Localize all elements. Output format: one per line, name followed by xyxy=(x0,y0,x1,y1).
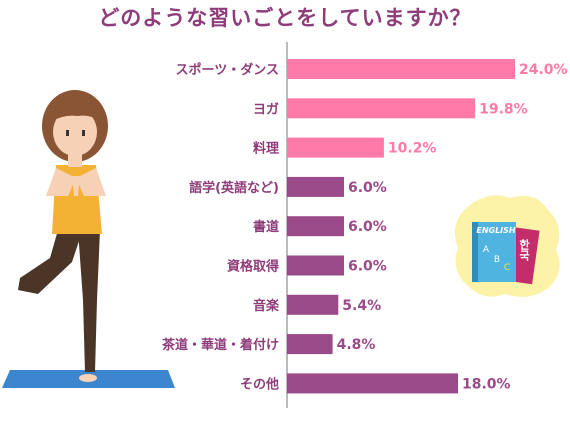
book-letter-c: C xyxy=(504,263,510,273)
value-label: 6.0% xyxy=(348,219,387,235)
value-label: 19.8% xyxy=(479,101,528,117)
category-label: 茶道・華道・着付け xyxy=(162,337,279,353)
category-label: 語学(英語など) xyxy=(189,180,279,196)
book-letter-a: A xyxy=(483,245,490,255)
category-label: その他 xyxy=(240,376,279,392)
bar xyxy=(287,294,339,315)
category-label: 音楽 xyxy=(253,298,280,314)
category-label: 資格取得 xyxy=(227,259,279,275)
bar xyxy=(287,373,458,394)
yoga-person-illustration xyxy=(2,90,175,388)
bar xyxy=(287,255,344,276)
value-label: 10.2% xyxy=(388,141,437,157)
category-label: ヨガ xyxy=(253,102,279,117)
bar xyxy=(287,216,344,237)
bars-group: スポーツ・ダンス 24.0% ヨガ 19.8% 料理 10.2% 語学(英語など) 6.0% 書… xyxy=(162,59,568,394)
chart-title: どのような習いごとをしていますか？ xyxy=(98,6,472,30)
category-label: 書道 xyxy=(253,219,279,235)
language-book-illustration: ENGLISH A B C 한국 xyxy=(454,195,560,297)
category-label: 料理 xyxy=(253,141,279,157)
value-label: 18.0% xyxy=(462,376,511,392)
value-label: 6.0% xyxy=(348,180,387,196)
book-letter-b: B xyxy=(494,255,500,265)
category-label: スポーツ・ダンス xyxy=(176,62,279,78)
bar xyxy=(287,137,384,158)
bar xyxy=(287,59,515,79)
value-label: 5.4% xyxy=(342,298,381,314)
bar xyxy=(287,334,333,355)
bar xyxy=(287,176,344,197)
book-title-text: ENGLISH xyxy=(476,226,516,235)
bar xyxy=(287,98,476,119)
value-label: 24.0% xyxy=(519,62,568,78)
value-label: 6.0% xyxy=(348,259,387,275)
value-label: 4.8% xyxy=(337,337,376,353)
book-korean-text: 한국 xyxy=(518,238,531,262)
